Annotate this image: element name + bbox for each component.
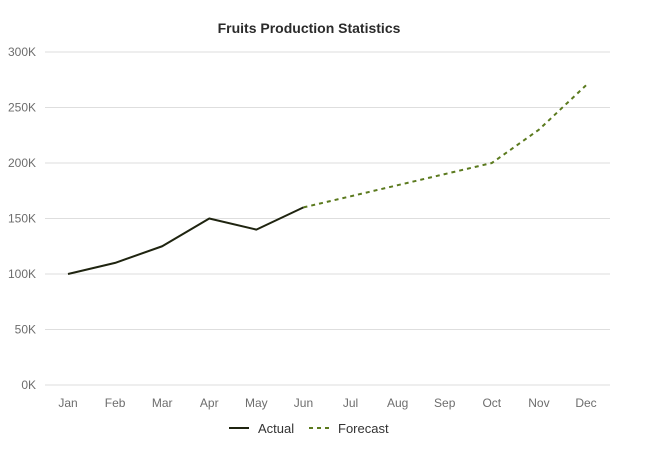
- x-tick-label: Jul: [343, 396, 358, 410]
- y-axis-ticks: 0K 50K 100K 150K 200K 250K 300K: [8, 45, 36, 392]
- legend-label: Forecast: [338, 421, 389, 436]
- series-line-actual[interactable]: [67, 206, 304, 275]
- y-tick-label: 250K: [8, 101, 36, 115]
- x-tick-label: May: [245, 396, 268, 410]
- legend-label: Actual: [258, 421, 294, 436]
- legend[interactable]: Actual Forecast: [229, 421, 389, 436]
- y-tick-label: 100K: [8, 267, 36, 281]
- x-tick-label: Sep: [434, 396, 456, 410]
- x-tick-label: Feb: [105, 396, 126, 410]
- x-tick-label: Aug: [387, 396, 408, 410]
- legend-item-forecast[interactable]: Forecast: [309, 421, 389, 436]
- x-tick-label: Mar: [152, 396, 173, 410]
- x-axis-ticks: Jan Feb Mar Apr May Jun Jul Aug Sep Oct Nov Dec: [58, 396, 596, 410]
- y-tick-label: 200K: [8, 156, 36, 170]
- legend-item-actual[interactable]: Actual: [229, 421, 294, 436]
- x-tick-label: Nov: [528, 396, 549, 410]
- series-lines: [67, 84, 587, 275]
- x-tick-label: Dec: [575, 396, 596, 410]
- x-tick-label: Apr: [200, 396, 219, 410]
- y-tick-label: 50K: [15, 323, 36, 337]
- x-tick-label: Oct: [482, 396, 501, 410]
- chart-title: Fruits Production Statistics: [218, 20, 401, 36]
- series-line-forecast[interactable]: [303, 84, 587, 209]
- gridlines: [45, 51, 610, 386]
- y-tick-label: 300K: [8, 45, 36, 59]
- y-tick-label: 150K: [8, 212, 36, 226]
- x-tick-label: Jan: [58, 396, 77, 410]
- y-tick-label: 0K: [21, 378, 36, 392]
- x-tick-label: Jun: [294, 396, 313, 410]
